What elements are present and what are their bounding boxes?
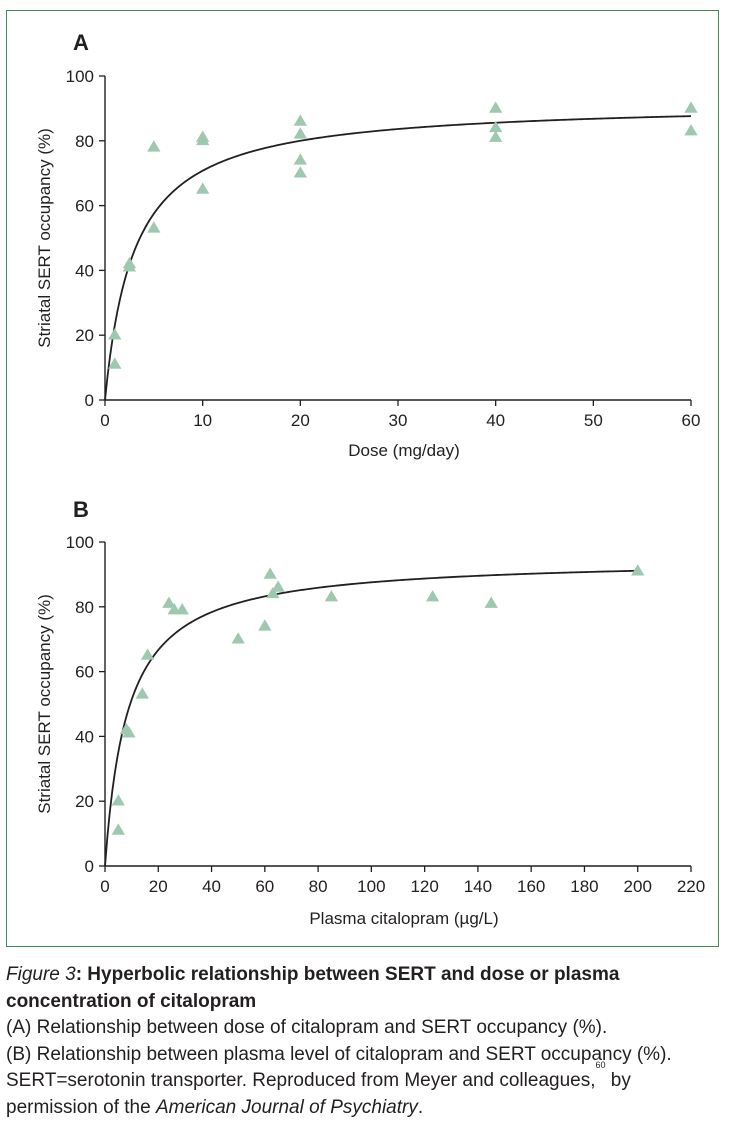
x-tick-label: 0 xyxy=(100,411,109,430)
x-tick-label: 140 xyxy=(464,877,492,896)
caption-title: Figure 3: Hyperbolic relationship betwee… xyxy=(6,962,722,1015)
data-point xyxy=(324,590,339,602)
caption-journal: American Journal of Psychiatry xyxy=(155,1096,418,1118)
x-ticks-a: 0 10 20 30 40 50 60 xyxy=(100,400,700,430)
y-tick-label: 100 xyxy=(66,67,94,86)
data-point xyxy=(684,101,698,113)
x-tick-label: 20 xyxy=(291,411,310,430)
panel-label-b: B xyxy=(73,497,89,522)
x-tick-label: 0 xyxy=(100,877,109,896)
chart-a: A 0 20 40 60 80 100 0 10 20 30 40 50 60 Striatal SE… xyxy=(35,30,700,460)
y-tick-label: 40 xyxy=(75,261,94,280)
points-b xyxy=(111,564,645,835)
data-point xyxy=(484,596,498,608)
x-tick-label: 80 xyxy=(309,877,328,896)
reference-superscript: 60 xyxy=(595,1060,606,1070)
caption-line-b: (B) Relationship between plasma level of… xyxy=(6,1043,672,1065)
data-point xyxy=(162,596,176,608)
data-point xyxy=(122,726,136,738)
data-point xyxy=(293,127,307,139)
data-point xyxy=(175,603,189,615)
y-tick-label: 20 xyxy=(75,326,94,345)
x-tick-label: 30 xyxy=(389,411,408,430)
x-tick-label: 60 xyxy=(255,877,274,896)
data-point xyxy=(140,648,155,660)
x-tick-label: 10 xyxy=(193,411,212,430)
x-axis-label-b: Plasma citalopram (µg/L) xyxy=(309,909,498,928)
data-point xyxy=(293,166,307,178)
y-ticks-a: 0 20 40 60 80 100 xyxy=(66,67,105,410)
data-point xyxy=(108,357,122,369)
data-point xyxy=(196,133,210,146)
data-point xyxy=(147,140,161,152)
y-tick-label: 0 xyxy=(85,391,94,410)
y-tick-label: 80 xyxy=(75,598,94,617)
data-point xyxy=(111,823,125,835)
x-tick-label: 220 xyxy=(677,877,705,896)
y-tick-label: 20 xyxy=(75,792,94,811)
data-point xyxy=(196,182,210,194)
x-tick-label: 100 xyxy=(357,877,385,896)
data-point xyxy=(293,114,307,126)
y-tick-label: 100 xyxy=(66,533,94,552)
points-a xyxy=(108,101,698,369)
data-point xyxy=(271,580,285,592)
caption-note-text: SERT=serotonin transporter. Reproduced f… xyxy=(6,1070,596,1091)
x-tick-label: 160 xyxy=(517,877,545,896)
data-point xyxy=(631,564,645,576)
x-tick-label: 40 xyxy=(202,877,221,896)
x-axis-label-a: Dose (mg/day) xyxy=(348,441,459,460)
y-tick-label: 0 xyxy=(85,857,94,876)
data-point xyxy=(135,687,149,699)
x-tick-label: 120 xyxy=(410,877,438,896)
caption-line-a: (A) Relationship between dose of citalop… xyxy=(6,1017,608,1038)
panel-label-a: A xyxy=(73,30,89,55)
y-ticks-b: 0 20 40 60 80 100 xyxy=(66,533,105,876)
data-point xyxy=(108,328,122,340)
data-point xyxy=(266,586,280,599)
data-point xyxy=(147,221,161,233)
data-point xyxy=(111,794,125,806)
x-tick-label: 200 xyxy=(624,877,652,896)
data-point xyxy=(293,153,307,165)
data-point xyxy=(684,124,698,136)
caption-title-text: : Hyperbolic relationship between SERT a… xyxy=(6,964,620,1012)
data-point xyxy=(231,632,245,644)
y-tick-label: 60 xyxy=(75,197,94,216)
y-tick-label: 40 xyxy=(75,727,94,746)
y-tick-label: 80 xyxy=(75,132,94,151)
caption-note-permission: by permission of the xyxy=(6,1070,631,1118)
y-axis-label-a: Striatal SERT occupancy (%) xyxy=(35,128,54,348)
x-ticks-b: 0 20 40 60 80 100 120 140 160 180 200 220 xyxy=(100,866,705,896)
data-point xyxy=(489,130,503,142)
x-tick-label: 60 xyxy=(682,411,701,430)
caption-note: SERT=serotonin transporter. Reproduced f… xyxy=(6,1061,722,1121)
data-point xyxy=(489,120,503,133)
x-tick-label: 50 xyxy=(584,411,603,430)
y-tick-label: 60 xyxy=(75,663,94,682)
figure-frame xyxy=(6,10,719,947)
x-tick-label: 20 xyxy=(149,877,168,896)
x-tick-label: 40 xyxy=(486,411,505,430)
fit-curve-b xyxy=(104,569,638,867)
caption-end: . xyxy=(417,1096,424,1118)
data-point xyxy=(489,101,503,113)
caption-figure-label: Figure 3 xyxy=(6,964,76,985)
data-point xyxy=(258,619,272,631)
x-tick-label: 180 xyxy=(570,877,598,896)
y-axis-label-b: Striatal SERT occupancy (%) xyxy=(35,594,54,814)
data-point xyxy=(263,567,277,579)
figure-caption: Figure 3: Hyperbolic relationship betwee… xyxy=(6,962,722,1121)
chart-b: B 0 20 40 60 80 100 0 20 40 60 80 100 120 140 160 180 2… xyxy=(35,497,705,928)
data-point xyxy=(425,590,440,602)
data-point xyxy=(122,260,137,272)
fit-curve-a xyxy=(104,115,692,401)
